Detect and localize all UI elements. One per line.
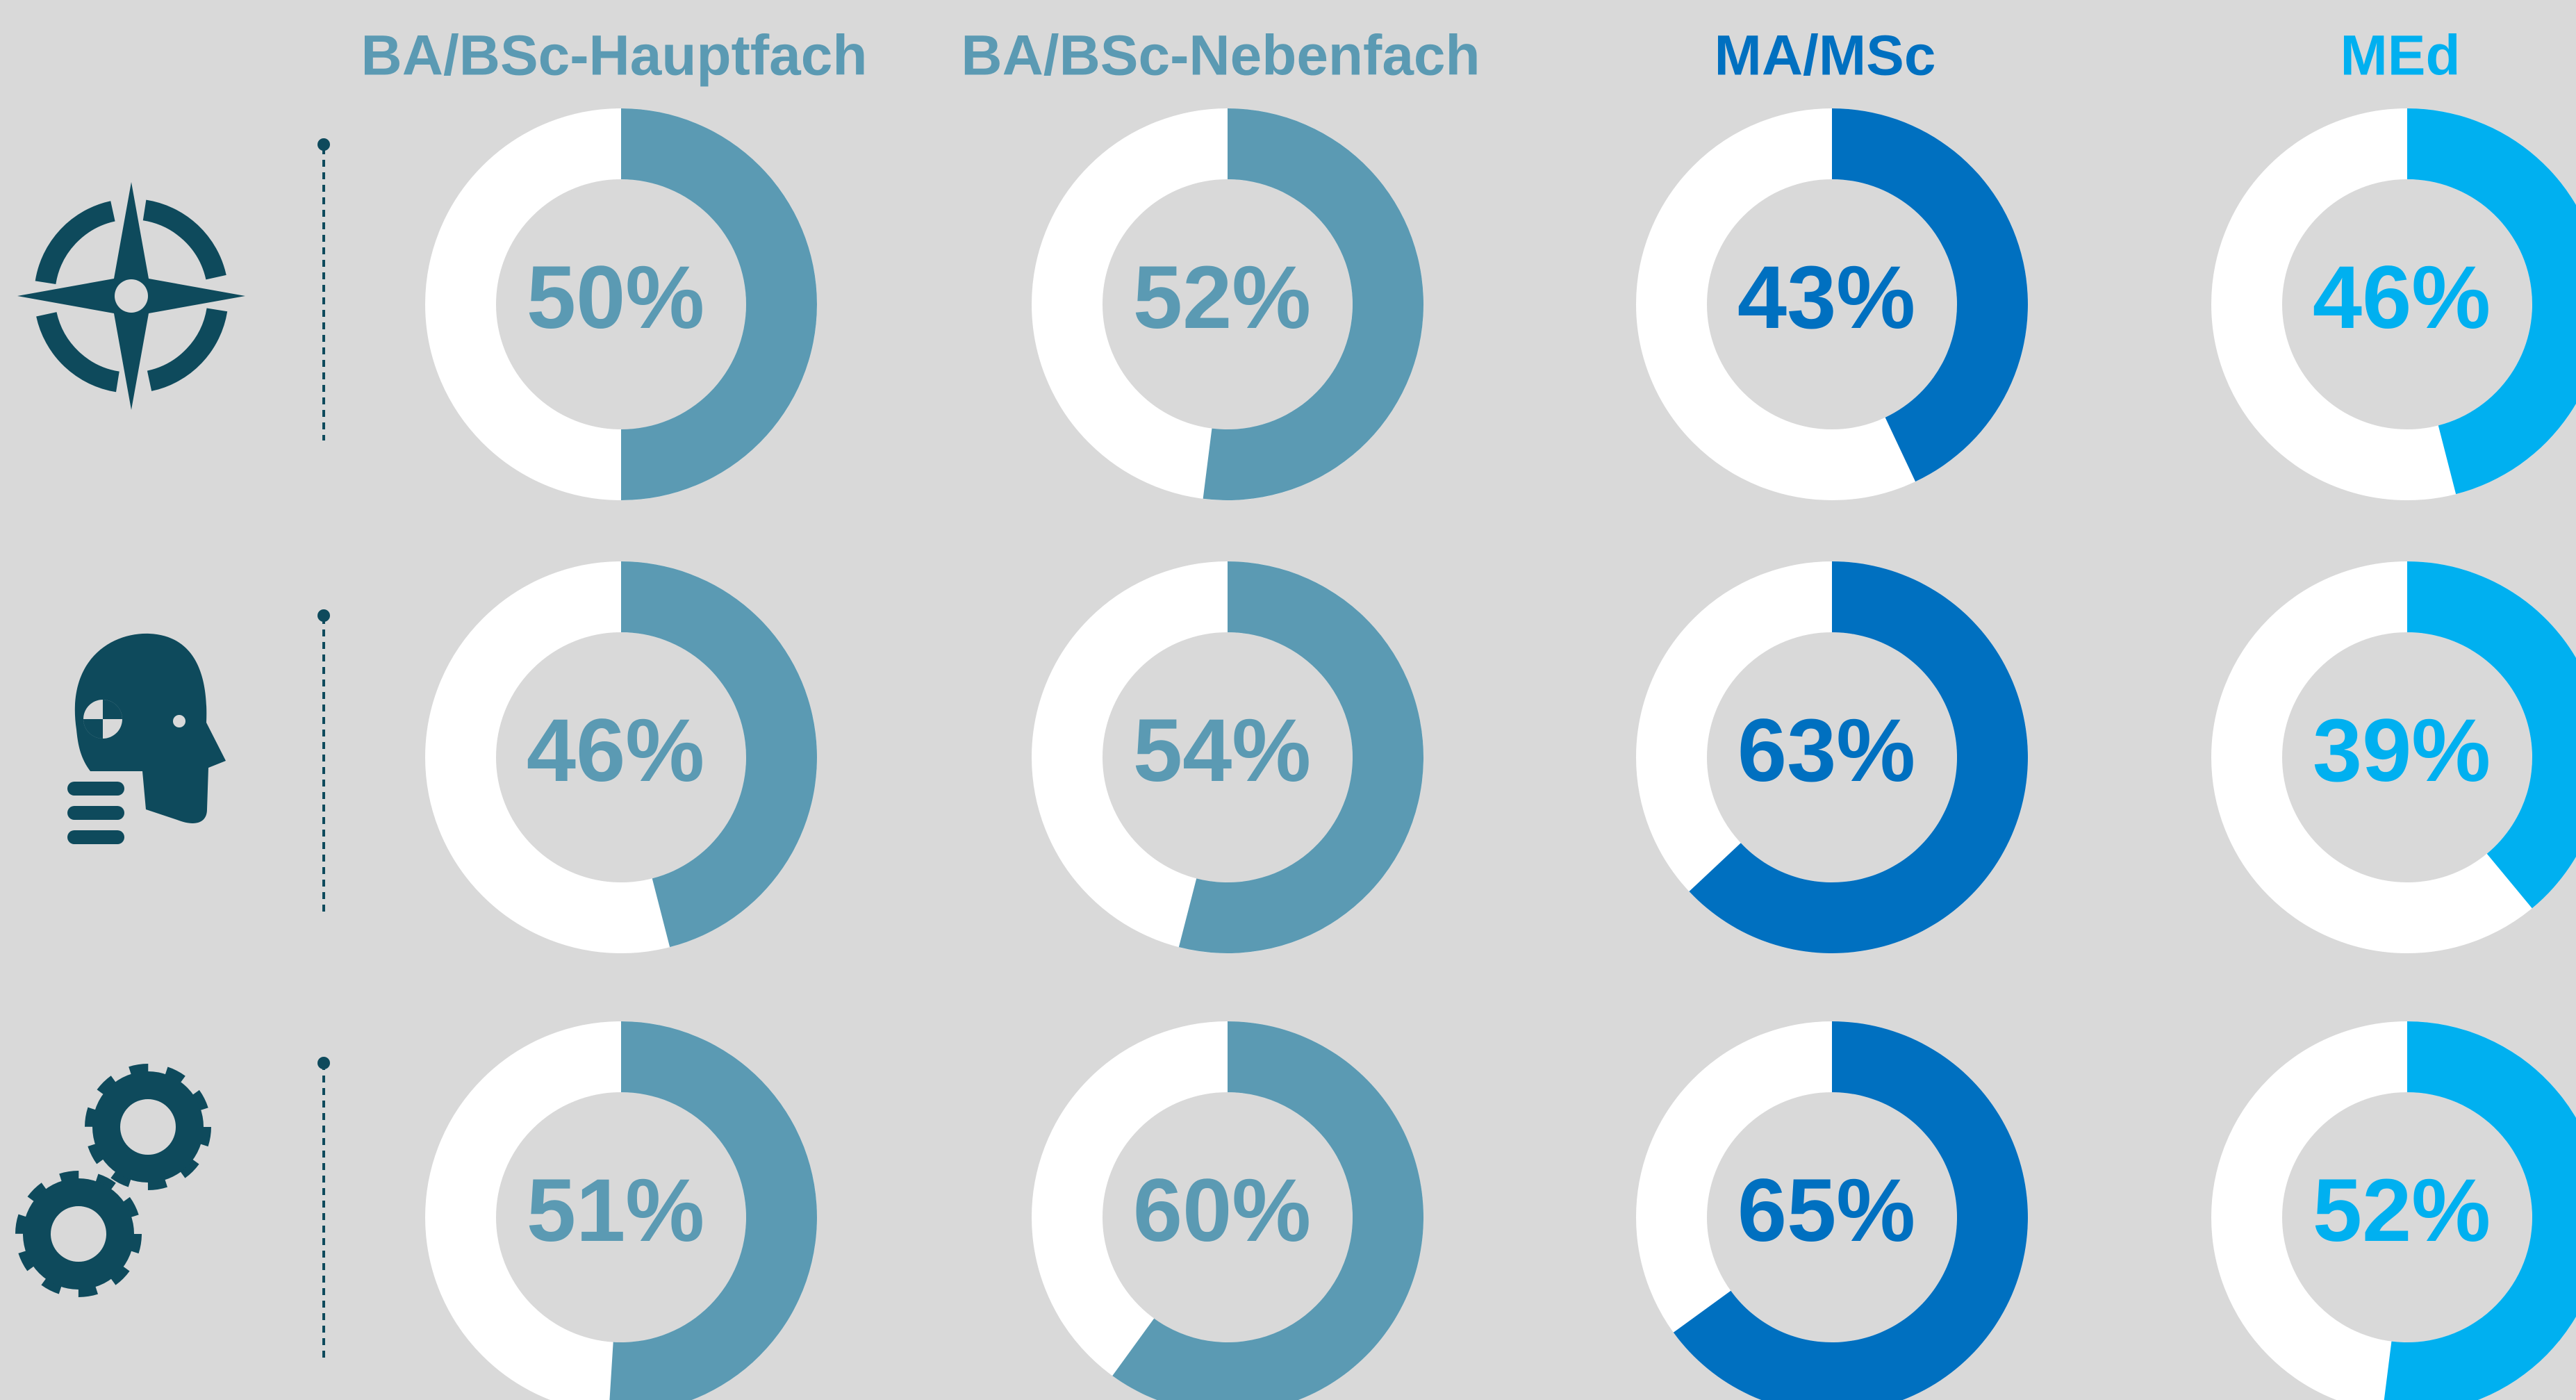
value-label: 46%: [527, 701, 704, 800]
column-title: BA/BSc-Nebenfach: [961, 24, 1480, 88]
donut-segment: [2384, 1021, 2576, 1400]
gears-icon: [15, 1064, 211, 1297]
donut-segment: [2407, 108, 2576, 495]
donut-segment: [1832, 108, 2028, 482]
column-title: MEd: [2340, 24, 2460, 88]
donut-segment: [621, 108, 817, 500]
donut-segment: [2407, 561, 2576, 909]
value-label: 52%: [2313, 1161, 2491, 1260]
icons: [15, 138, 330, 1362]
value-label: 46%: [2313, 248, 2491, 347]
donut-segment: [1112, 1021, 1423, 1400]
dotted-lines: [317, 138, 330, 1362]
value-label: 63%: [1737, 701, 1915, 800]
column-title: MA/MSc: [1715, 24, 1936, 88]
donut-segment: [609, 1021, 818, 1400]
donut-segment: [1689, 561, 2029, 954]
donut-segment: [1673, 1021, 2028, 1400]
value-label: 54%: [1133, 701, 1311, 800]
compass-icon: [17, 182, 245, 410]
head-icon: [67, 633, 226, 844]
donut-segment: [621, 561, 817, 948]
value-label: 50%: [527, 248, 704, 347]
value-label: 60%: [1133, 1161, 1311, 1260]
value-label: 52%: [1133, 248, 1311, 347]
value-label: 65%: [1737, 1161, 1915, 1260]
value-label: 43%: [1737, 248, 1915, 347]
donut-segment: [1178, 561, 1423, 953]
column-title: BA/BSc-Hauptfach: [361, 24, 868, 88]
value-label: 51%: [527, 1161, 704, 1260]
value-label: 39%: [2313, 701, 2491, 800]
donut-segment: [1203, 108, 1423, 500]
